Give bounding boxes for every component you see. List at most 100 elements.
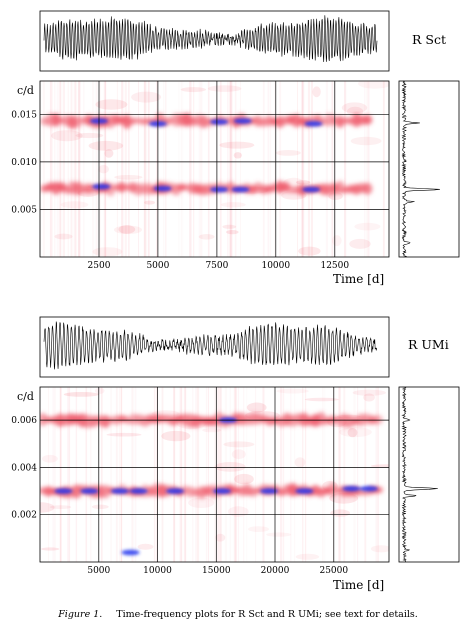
rumi-tf-speckle bbox=[339, 427, 372, 438]
rumi-tf-speckle bbox=[231, 449, 246, 460]
rumi-tf-speckle bbox=[347, 428, 358, 438]
rsct-tf-streak bbox=[105, 81, 107, 257]
rsct-tf-streak bbox=[163, 81, 165, 257]
rumi-y-tick-labels: 0.002 0.004 0.006 bbox=[11, 416, 37, 521]
rsct-tf-speckle bbox=[95, 99, 128, 110]
rumi-tf-streak bbox=[185, 387, 187, 562]
rsct-tf-streak bbox=[103, 81, 107, 257]
rsct-peak bbox=[304, 121, 323, 127]
rumi-tf-streak bbox=[115, 387, 118, 562]
rumi-tf-streak bbox=[110, 387, 112, 562]
figure-caption: Figure 1. Time-frequency plots for R Sct … bbox=[0, 609, 476, 620]
rsct-tf-speckle bbox=[354, 222, 381, 231]
rsct-tf-streak bbox=[179, 81, 180, 257]
rsct-tf-streak bbox=[54, 81, 56, 257]
rsct-tf-streak bbox=[77, 81, 79, 257]
rumi-x-tick-labels: 5000 10000 15000 20000 25000 bbox=[87, 566, 348, 576]
rumi-tf-streak bbox=[195, 387, 198, 562]
rumi-x-tick-label: 10000 bbox=[143, 566, 172, 576]
rsct-tf-streak bbox=[366, 81, 369, 257]
rsct-tf-streak bbox=[262, 81, 265, 257]
rsct-x-tick-label: 2500 bbox=[88, 261, 111, 271]
rsct-tf-streak bbox=[42, 81, 45, 257]
rumi-tf-streak bbox=[75, 387, 78, 562]
caption-text: Time-frequency plots for R Sct and R UMi… bbox=[116, 609, 418, 620]
rumi-tf-streak bbox=[173, 387, 175, 562]
rumi-tf-speckle bbox=[41, 547, 60, 551]
rumi-tf-streak bbox=[192, 387, 193, 562]
rumi-tf-speckle bbox=[294, 457, 306, 468]
rumi-y-tick-label: 0.002 bbox=[11, 511, 37, 521]
rumi-tf-streak bbox=[69, 387, 71, 562]
rumi-tf-streak bbox=[85, 387, 88, 562]
rumi-tf-streak bbox=[357, 387, 359, 562]
rsct-tf-speckle bbox=[275, 150, 301, 156]
rsct-tf-speckle bbox=[98, 165, 109, 174]
rsct-xlabel: Time [d] bbox=[333, 272, 384, 286]
rsct-tf-streak bbox=[121, 81, 123, 257]
rsct-peak bbox=[233, 118, 252, 124]
rsct-tf-streak bbox=[227, 81, 229, 257]
rumi-peak bbox=[110, 488, 129, 494]
rsct-tf-streak bbox=[182, 81, 184, 257]
caption-label: Figure 1. bbox=[58, 609, 103, 620]
rsct-tf-streak bbox=[270, 81, 272, 257]
rumi-tf-speckle bbox=[188, 497, 215, 508]
rsct-tf-streak bbox=[331, 81, 334, 257]
rsct-ridge-segment bbox=[362, 115, 373, 125]
rsct-peak bbox=[210, 119, 229, 125]
rumi-x-tick-label: 15000 bbox=[202, 566, 231, 576]
rsct-tf-speckle bbox=[358, 81, 389, 89]
rumi-x-tick-label: 5000 bbox=[87, 566, 110, 576]
rumi-tf-streak bbox=[302, 387, 304, 562]
rumi-peak bbox=[342, 485, 361, 492]
rumi-tf-streak bbox=[280, 387, 283, 562]
rsct-tf-streak bbox=[297, 81, 298, 257]
rsct-tf-streak bbox=[180, 81, 182, 257]
rumi-tf-speckle bbox=[352, 389, 386, 396]
rsct-tf-streak bbox=[189, 81, 192, 257]
rsct-tf-streak bbox=[199, 81, 201, 257]
rumi-peak bbox=[80, 488, 99, 494]
rumi-tf-streak bbox=[246, 387, 248, 562]
rumi-tf-streak bbox=[59, 387, 62, 562]
rumi-lightcurve bbox=[43, 321, 378, 370]
rumi-tf-speckle bbox=[266, 532, 292, 537]
rumi-tf-streak bbox=[219, 387, 222, 562]
rsct-tf-streak bbox=[78, 81, 81, 257]
rsct-tf-streak bbox=[138, 81, 139, 257]
rsct-tf-streak bbox=[95, 81, 97, 257]
rsct-tf-streak bbox=[78, 81, 81, 257]
rumi-tf-streak bbox=[338, 387, 341, 562]
rsct-peak bbox=[302, 186, 321, 193]
rsct-tf-streak bbox=[279, 81, 282, 257]
rumi-peak bbox=[54, 488, 73, 494]
rumi-tf-speckle bbox=[248, 526, 269, 532]
rsct-tf-streak bbox=[200, 81, 203, 257]
rumi-tf-streak bbox=[230, 387, 231, 562]
rumi-tf-speckle bbox=[94, 387, 105, 394]
rumi-tf-speckle bbox=[363, 393, 375, 402]
rsct-tf-speckle bbox=[198, 234, 215, 240]
rsct-tf-streak bbox=[116, 81, 118, 257]
rsct-tf-streak bbox=[302, 81, 305, 257]
rsct-tf-grid bbox=[40, 81, 389, 257]
rumi-tf-streak bbox=[353, 387, 355, 562]
rumi-tf-streak bbox=[217, 387, 219, 562]
rsct-tf-streak bbox=[128, 81, 130, 257]
rumi-tf-speckle bbox=[295, 553, 320, 560]
rumi-tf-speckle bbox=[202, 428, 222, 433]
rsct-tf-streak bbox=[67, 81, 69, 257]
rsct-tf-speckle bbox=[60, 201, 89, 209]
rumi-tf-background bbox=[40, 387, 389, 562]
rumi-tf-streak bbox=[173, 387, 176, 562]
rsct-tf-streak bbox=[57, 81, 59, 257]
rsct-tf-streak bbox=[147, 81, 150, 257]
rsct-tf-background bbox=[42, 81, 389, 257]
rumi-peak bbox=[213, 488, 232, 494]
rumi-tf-speckle bbox=[215, 533, 226, 542]
rsct-tf-speckle bbox=[75, 132, 104, 139]
rsct-tf-streak bbox=[75, 81, 77, 257]
rsct-spectrum-frame bbox=[398, 80, 460, 258]
